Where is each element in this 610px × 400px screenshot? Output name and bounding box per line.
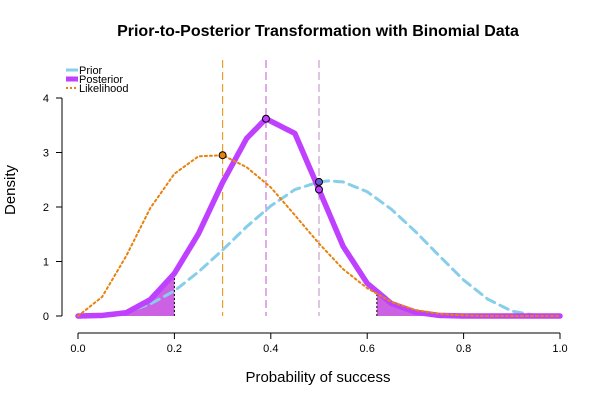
curve-likelihood (77, 154, 561, 317)
legend-likelihood-label: Likelihood (79, 83, 129, 95)
y-axis-title: Density (2, 164, 19, 215)
x-axis-title: Probability of success (245, 369, 390, 386)
point-marker (218, 151, 227, 160)
point-marker (315, 185, 323, 194)
point-markers (218, 114, 323, 194)
y-tick-label: 1 (43, 257, 49, 269)
x-tick-label: 1.0 (552, 343, 567, 355)
shaded-tails (78, 273, 560, 316)
x-tick-label: 0.6 (360, 343, 375, 355)
x-tick-label: 0.2 (167, 343, 182, 355)
x-tick-label: 0.4 (263, 343, 278, 355)
legend-posterior-label: Posterior (79, 74, 123, 86)
point-marker (315, 177, 323, 186)
x-tick-label: 0.0 (70, 343, 85, 355)
y-tick-label: 2 (43, 202, 49, 214)
y-tick-label: 4 (43, 93, 49, 105)
shaded-tail-area (78, 273, 175, 316)
shaded-tail-area (376, 291, 560, 316)
legend-prior-label: Prior (79, 65, 103, 77)
chart-title: Prior-to-Posterior Transformation with B… (117, 23, 519, 40)
y-tick-label: 3 (43, 148, 49, 160)
legend: Prior Posterior Likelihood (66, 65, 129, 95)
x-tick-label: 0.8 (456, 343, 471, 355)
point-marker (261, 114, 270, 123)
y-tick-label: 0 (43, 311, 49, 323)
axes: 0.0 0.2 0.4 0.6 0.8 1.0 0 1 2 3 4 (43, 93, 568, 355)
